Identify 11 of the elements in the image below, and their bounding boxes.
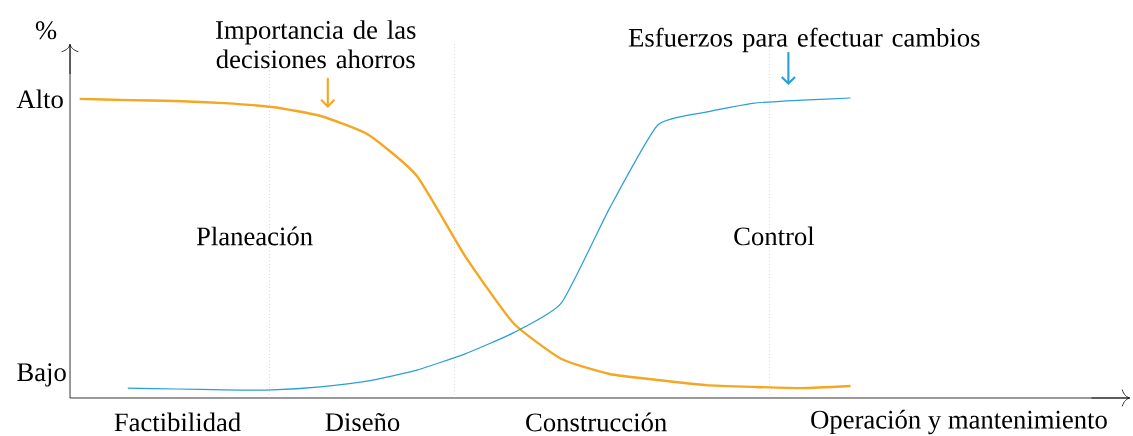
annotation: Planeación bbox=[196, 226, 313, 246]
text: Construcción bbox=[526, 412, 667, 432]
text: Alto bbox=[16, 89, 63, 109]
annotation: Control bbox=[734, 226, 815, 246]
text: Diseño bbox=[325, 412, 400, 432]
text: Bajo bbox=[17, 363, 66, 387]
text: Esfuerzos para efectuar cambios bbox=[628, 27, 980, 53]
text: Factibilidad bbox=[114, 412, 241, 432]
text: Operación y mantenimiento bbox=[811, 409, 1107, 435]
y-axis-title: % bbox=[35, 21, 57, 40]
series-label: Importancia de las decisiones ahorros bbox=[216, 20, 416, 69]
